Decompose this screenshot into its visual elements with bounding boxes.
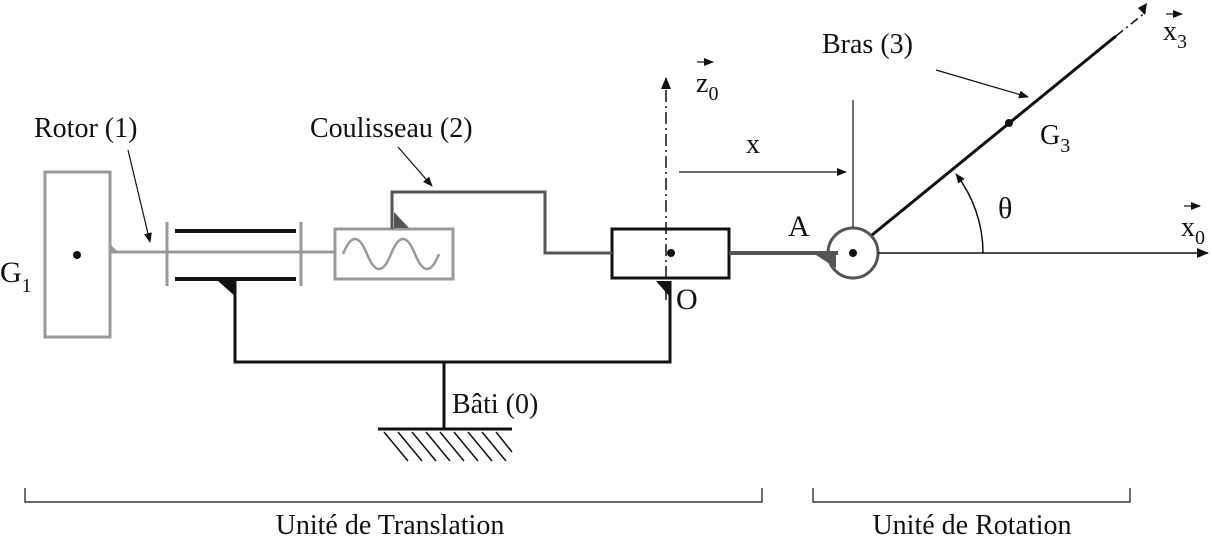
x0-label: x0 — [1181, 212, 1205, 249]
coulisseau-label: Coulisseau (2) — [310, 113, 473, 144]
z0-label: z0 — [696, 68, 718, 105]
unit-braces — [24, 488, 1131, 503]
bati-frame — [175, 227, 731, 462]
bras-arm — [871, 3, 1147, 237]
unit-rotation-label: Unité de Rotation — [872, 510, 1071, 538]
coulisseau-leader — [397, 146, 433, 187]
theta-label: θ — [998, 192, 1012, 225]
bras-leader — [935, 69, 1029, 99]
point-o-label: O — [676, 283, 698, 316]
theta-arc — [955, 173, 984, 254]
x3-label: x3 — [1163, 16, 1187, 53]
rotor-label: Rotor (1) — [34, 113, 137, 144]
o-point — [667, 249, 675, 257]
vector-arrows — [697, 10, 1201, 210]
g1-point — [73, 251, 81, 259]
a-point — [849, 249, 857, 257]
x-dimension — [679, 100, 854, 227]
g1-label: G1 — [0, 256, 32, 297]
bati-label: Bâti (0) — [452, 389, 538, 420]
distance-x-label: x — [746, 129, 760, 160]
rotor-body — [43, 170, 455, 339]
unit-translation-label: Unité de Translation — [276, 510, 505, 538]
g3-point — [1005, 119, 1013, 127]
g3-label: G3 — [1040, 120, 1070, 157]
point-a-label: A — [788, 210, 810, 243]
bras-label: Bras (3) — [822, 29, 913, 60]
rotor-leader — [127, 149, 152, 243]
